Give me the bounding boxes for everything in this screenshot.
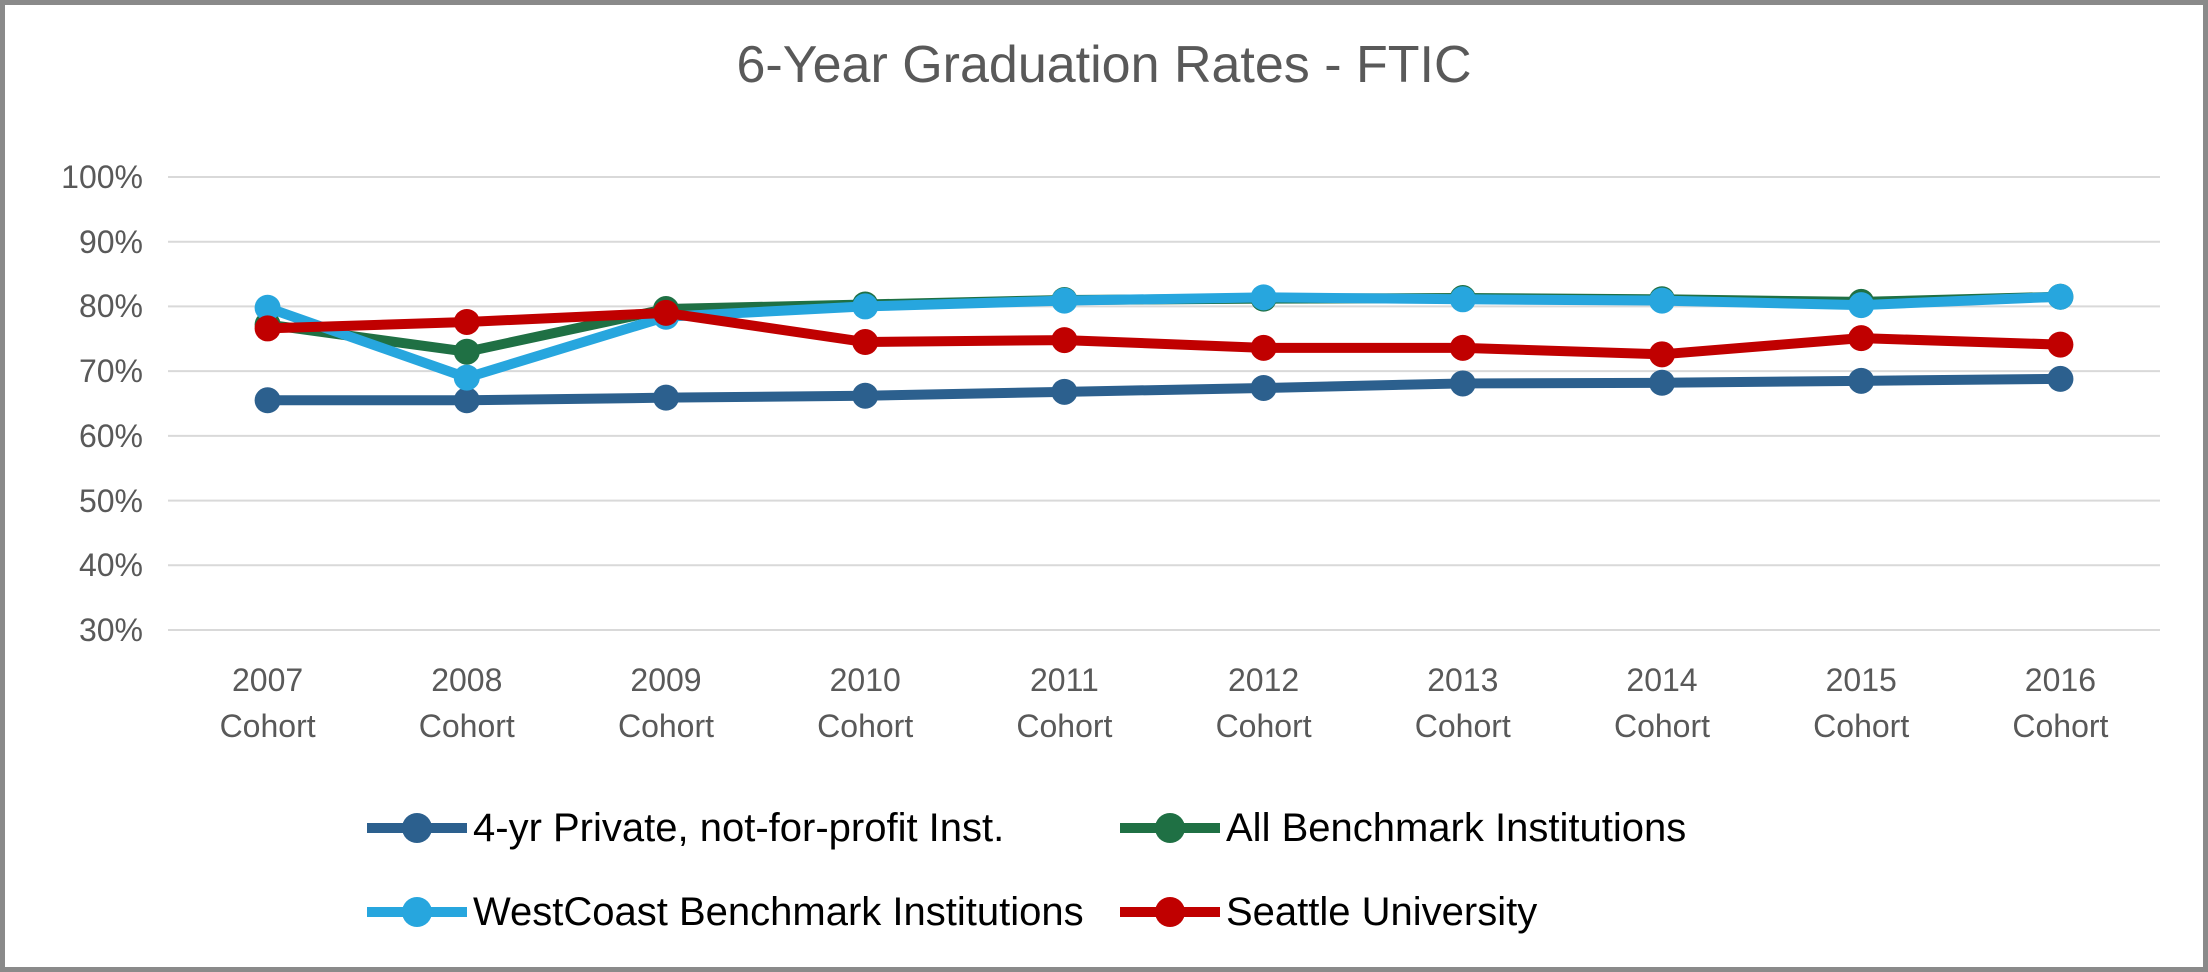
y-axis-label: 90% (78, 223, 143, 260)
data-point (254, 315, 281, 342)
x-axis-label: 2012 Cohort (1154, 657, 1374, 749)
legend-item: 4-yr Private, not-for-profit Inst. (367, 805, 1004, 851)
y-axis-label: 60% (78, 417, 143, 454)
legend-label: WestCoast Benchmark Institutions (473, 889, 1084, 934)
x-axis-label: 2010 Cohort (755, 657, 975, 749)
x-axis-label-year: 2007 (232, 662, 304, 698)
x-axis-label-cohort: Cohort (219, 708, 316, 744)
series-line-3 (262, 307, 2066, 360)
x-axis-label: 2016 Cohort (1950, 657, 2170, 749)
x-axis-label-year: 2015 (1825, 662, 1897, 698)
legend-marker-icon (1120, 897, 1220, 927)
x-axis-label-cohort: Cohort (1613, 708, 1711, 744)
data-point (1051, 327, 1078, 354)
legend-item: All Benchmark Institutions (1120, 805, 1686, 851)
x-axis-label: 2009 Cohort (556, 657, 776, 749)
x-axis-label-cohort: Cohort (1215, 708, 1312, 744)
data-point (1250, 284, 1277, 311)
data-point (1051, 378, 1078, 405)
plot-area-svg (168, 176, 2160, 631)
legend-marker-icon (367, 813, 467, 843)
x-axis-label-year: 2010 (829, 662, 901, 698)
series-line-0 (262, 373, 2066, 406)
data-point (453, 364, 480, 391)
x-axis-label-year: 2008 (431, 662, 503, 698)
y-axis-label: 50% (78, 482, 143, 519)
chart-title: 6-Year Graduation Rates - FTIC (736, 36, 1472, 94)
data-point (852, 293, 879, 320)
legend-label: 4-yr Private, not-for-profit Inst. (473, 805, 1005, 850)
series-group (254, 283, 2074, 414)
x-axis-label-year: 2016 (2024, 662, 2096, 698)
legend-marker-icon (1120, 813, 1220, 843)
x-axis-label-cohort: Cohort (2012, 708, 2109, 744)
data-point (1449, 370, 1476, 397)
legend-label: Seattle University (1226, 889, 1538, 934)
data-point (2047, 331, 2074, 358)
series-line-2 (262, 291, 2066, 383)
x-axis-label-cohort: Cohort (817, 708, 914, 744)
y-axis-label: 70% (78, 353, 143, 390)
data-point (1449, 334, 1476, 361)
data-point (1649, 287, 1675, 314)
x-axis-label-year: 2012 (1228, 662, 1300, 698)
data-point (1649, 341, 1675, 368)
data-point (453, 338, 480, 365)
x-axis-label-year: 2014 (1626, 662, 1698, 698)
x-axis-label-year: 2011 (1029, 662, 1099, 698)
data-point (1649, 369, 1675, 396)
y-axis-label: 80% (78, 288, 143, 325)
data-point (653, 384, 679, 411)
data-point (1250, 374, 1277, 401)
data-point (852, 329, 879, 356)
x-axis-label-year: 2013 (1427, 662, 1499, 698)
legend-item: WestCoast Benchmark Institutions (367, 889, 1084, 935)
data-point (1848, 325, 1875, 352)
x-axis-label: 2014 Cohort (1552, 657, 1772, 749)
legend-marker-icon (367, 897, 467, 927)
x-axis-label-cohort: Cohort (617, 708, 715, 744)
x-axis-label-cohort: Cohort (1813, 708, 1910, 744)
data-point (1848, 292, 1875, 319)
x-axis-label: 2007 Cohort (158, 657, 378, 749)
x-axis-label-cohort: Cohort (1414, 708, 1511, 744)
data-point (2047, 283, 2074, 310)
data-point (453, 387, 480, 414)
data-point (2047, 365, 2074, 392)
x-axis-label: 2011 Cohort (954, 657, 1174, 749)
data-point (1250, 334, 1277, 361)
y-axis-label: 40% (78, 547, 143, 584)
data-point (653, 299, 679, 326)
y-axis-label: 100% (61, 159, 143, 195)
data-point (1449, 286, 1476, 313)
x-axis-label-cohort: Cohort (418, 708, 515, 744)
legend-label: All Benchmark Institutions (1226, 805, 1687, 850)
data-point (1848, 367, 1875, 394)
data-point (254, 294, 281, 321)
x-axis-label-year: 2009 (630, 662, 702, 698)
x-axis-label: 2015 Cohort (1751, 657, 1971, 749)
data-point (453, 308, 480, 335)
x-axis-label-cohort: Cohort (1016, 708, 1113, 744)
data-point (1051, 287, 1078, 314)
x-axis-label: 2013 Cohort (1353, 657, 1573, 749)
legend-item: Seattle University (1120, 889, 1537, 935)
data-point (852, 382, 879, 409)
x-axis-label: 2008 Cohort (357, 657, 577, 749)
data-point (254, 387, 281, 414)
y-axis-label: 30% (78, 612, 143, 648)
